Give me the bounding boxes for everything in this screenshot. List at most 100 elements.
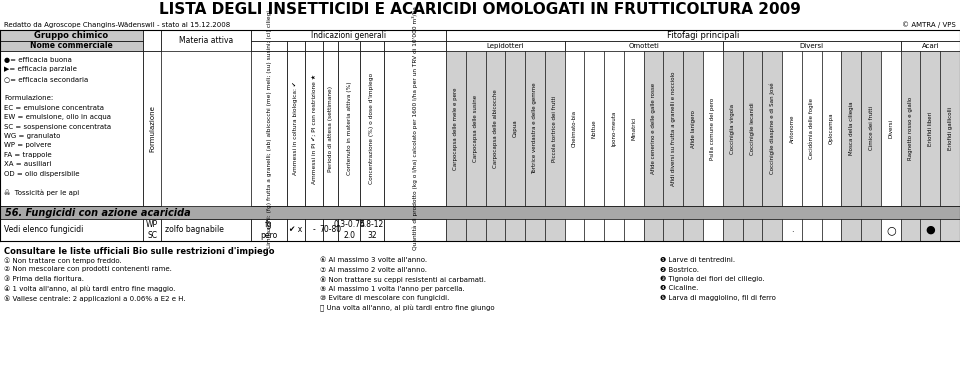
Bar — [802, 51, 822, 206]
Bar — [684, 219, 703, 241]
Bar — [251, 219, 287, 241]
Text: Lepidotteri: Lepidotteri — [487, 43, 524, 49]
Bar — [545, 219, 564, 241]
Text: Vedi elenco fungicidi: Vedi elenco fungicidi — [4, 226, 84, 235]
Text: ▶= efficacia parziale: ▶= efficacia parziale — [4, 66, 77, 72]
Text: WP
SC: WP SC — [146, 220, 158, 240]
Bar — [287, 219, 305, 241]
Text: Antonome: Antonome — [789, 114, 795, 143]
Bar — [505, 51, 525, 206]
Text: Ammessi in coltura biologica: ✔: Ammessi in coltura biologica: ✔ — [294, 82, 299, 176]
Bar — [762, 219, 782, 241]
Bar — [564, 219, 585, 241]
Text: ① Non trattare con tempo freddo.: ① Non trattare con tempo freddo. — [4, 257, 122, 264]
Text: LISTA DEGLI INSETTICIDI E ACARICIDI OMOLOGATI IN FRUTTICOLTURA 2009: LISTA DEGLI INSETTICIDI E ACARICIDI OMOL… — [159, 2, 801, 18]
Bar — [525, 219, 545, 241]
Text: Acari: Acari — [922, 43, 939, 49]
Bar — [723, 51, 742, 206]
Bar — [251, 30, 446, 41]
Text: Capua: Capua — [513, 120, 517, 137]
Text: Afidi diversi su frutta a granelli e nocciolo: Afidi diversi su frutta a granelli e noc… — [671, 71, 676, 186]
Bar — [900, 51, 921, 206]
Text: ☠  Tossicità per le api: ☠ Tossicità per le api — [4, 190, 80, 197]
Bar — [305, 219, 323, 241]
Text: Ipono­meuta: Ipono­meuta — [612, 111, 616, 146]
Text: Nome commerciale: Nome commerciale — [30, 41, 113, 50]
Text: ❷ Bostrico.: ❷ Bostrico. — [660, 267, 699, 273]
Bar — [723, 219, 742, 241]
Bar — [305, 41, 323, 51]
Bar — [624, 219, 644, 241]
Text: Cimice dei frutti: Cimice dei frutti — [869, 106, 874, 151]
Bar — [384, 41, 446, 51]
Text: zolfo bagnabile: zolfo bagnabile — [165, 226, 224, 235]
Text: 70-80: 70-80 — [320, 226, 342, 235]
Text: Formulazione:: Formulazione: — [4, 95, 53, 101]
Bar — [624, 51, 644, 206]
Bar — [644, 51, 663, 206]
Bar — [143, 30, 161, 51]
Text: WG = granulato: WG = granulato — [4, 133, 60, 139]
Bar — [0, 219, 143, 241]
Text: EW = emulsione, olio in acqua: EW = emulsione, olio in acqua — [4, 114, 111, 120]
Text: Materia attiva: Materia attiva — [179, 36, 233, 45]
Text: Gruppo chimico: Gruppo chimico — [35, 31, 108, 40]
Bar — [0, 51, 143, 206]
Text: Limitazioni: (fg) frutta a granelli; (ab) albicocchi (me) meli; (su) susini; (ci: Limitazioni: (fg) frutta a granelli; (ab… — [267, 9, 272, 248]
Text: 4.8-12
32: 4.8-12 32 — [360, 220, 384, 240]
Bar — [338, 41, 360, 51]
Text: Minatrici: Minatrici — [632, 117, 636, 140]
Text: Cocciniglie lecanidi: Cocciniglie lecanidi — [750, 102, 755, 155]
Bar — [723, 41, 900, 51]
Bar — [663, 219, 684, 241]
Text: Contenuto in materia attiva (%): Contenuto in materia attiva (%) — [347, 82, 351, 175]
Bar — [338, 51, 360, 206]
Bar — [384, 51, 446, 206]
Bar — [251, 41, 287, 51]
Text: Mosca della ciliegia: Mosca della ciliegia — [849, 102, 853, 155]
Text: Redatto da Agroscope Changins-Wädenswil - stato al 15.12.2008: Redatto da Agroscope Changins-Wädenswil … — [4, 22, 230, 28]
Bar — [940, 51, 960, 206]
Bar — [466, 51, 486, 206]
Bar — [446, 30, 960, 41]
Text: ⒪ Una volta all'anno, al più tardi entro fine giungo: ⒪ Una volta all'anno, al più tardi entro… — [320, 305, 494, 312]
Text: Psilla comune del pero: Psilla comune del pero — [710, 97, 715, 160]
Text: Cocciniglia virgola: Cocciniglia virgola — [731, 104, 735, 154]
Text: FA = trappole: FA = trappole — [4, 152, 52, 158]
Text: OD = olio dispersibile: OD = olio dispersibile — [4, 171, 80, 177]
Text: Eriofidi liberi: Eriofidi liberi — [928, 111, 933, 146]
Bar — [841, 51, 861, 206]
Bar — [446, 51, 466, 206]
Bar — [782, 219, 802, 241]
Text: Concentrazione (%) o dose d'impiego: Concentrazione (%) o dose d'impiego — [370, 73, 374, 184]
Bar — [161, 219, 251, 241]
Text: Diversi: Diversi — [888, 119, 894, 138]
Text: Oplocampa: Oplocampa — [829, 113, 834, 144]
Bar — [287, 51, 305, 206]
Bar — [545, 51, 564, 206]
Bar — [742, 219, 762, 241]
Text: Cheimato­bia: Cheimato­bia — [572, 110, 577, 147]
Bar — [305, 51, 323, 206]
Text: ○= efficacia secondaria: ○= efficacia secondaria — [4, 76, 88, 82]
Bar — [900, 41, 960, 51]
Bar — [703, 219, 723, 241]
Bar — [564, 41, 723, 51]
Text: XA = ausiliari: XA = ausiliari — [4, 161, 52, 167]
Text: Quantità di prodotto (kg o l/ha) calcolato per 1600 l/ha per un TRV di 10'000 m³: Quantità di prodotto (kg o l/ha) calcola… — [412, 7, 418, 251]
Text: Fitofagi principali: Fitofagi principali — [667, 31, 739, 40]
Text: ② Non mescolare con prodotti contenenti rame.: ② Non mescolare con prodotti contenenti … — [4, 267, 172, 273]
Bar — [323, 41, 338, 51]
Text: ○: ○ — [886, 225, 896, 235]
Text: ⑩ Evitare di mescolare con fungicidi.: ⑩ Evitare di mescolare con fungicidi. — [320, 295, 449, 301]
Text: Omotteti: Omotteti — [628, 43, 660, 49]
Bar — [446, 41, 564, 51]
Text: fg
pero: fg pero — [260, 220, 277, 240]
Text: Periodo di attesa (settimane): Periodo di attesa (settimane) — [328, 86, 333, 172]
Text: -: - — [313, 226, 316, 235]
Bar — [0, 30, 143, 41]
Bar — [505, 219, 525, 241]
Bar — [762, 51, 782, 206]
Bar — [684, 51, 703, 206]
Text: ④ 1 volta all'anno, al più tardi entro fine maggio.: ④ 1 volta all'anno, al più tardi entro f… — [4, 285, 176, 292]
